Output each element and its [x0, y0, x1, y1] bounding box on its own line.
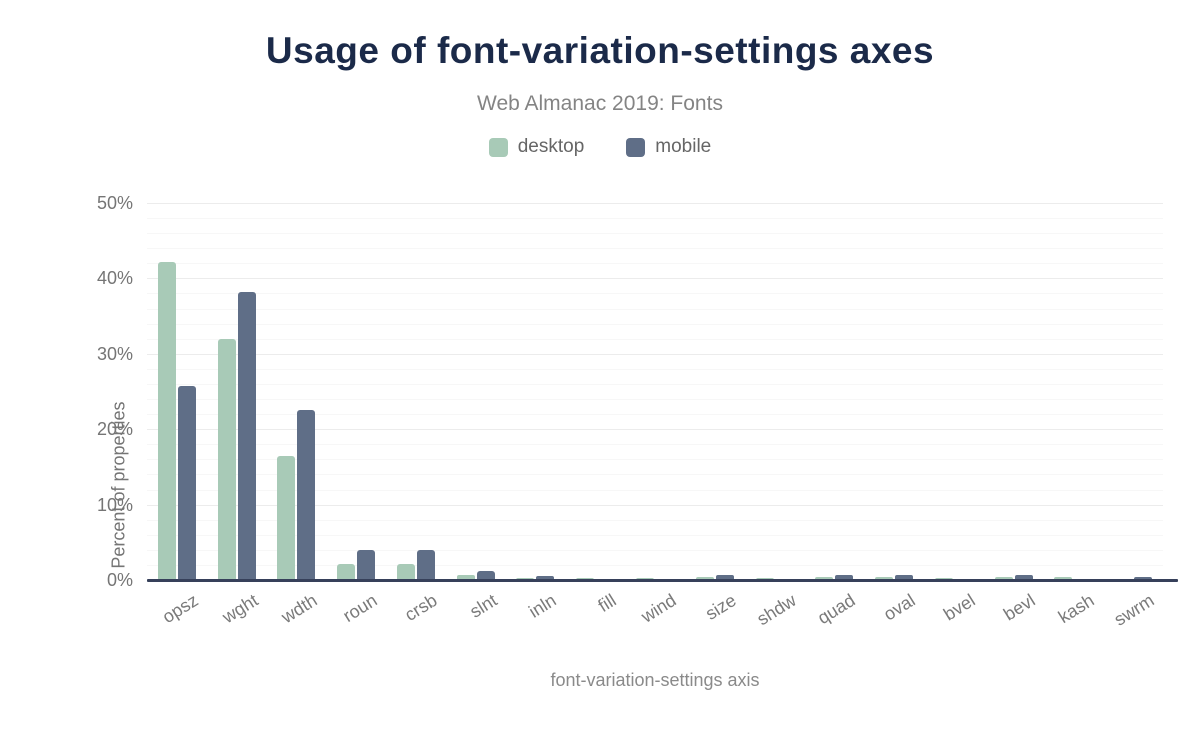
x-tick-label-wght: wght: [218, 590, 262, 628]
minor-gridline: [147, 444, 1163, 446]
bar-desktop-roun[interactable]: [337, 564, 356, 580]
bar-desktop-shdw[interactable]: [755, 577, 774, 580]
x-tick-label-fill: fill: [594, 590, 620, 616]
bar-mobile-slnt[interactable]: [476, 570, 495, 580]
bar-mobile-quad[interactable]: [835, 574, 854, 580]
bar-desktop-wght[interactable]: [217, 339, 236, 580]
y-tick-label: 50%: [96, 193, 133, 213]
bar-desktop-wind[interactable]: [636, 577, 654, 580]
x-tick-label-inln: inln: [525, 590, 561, 622]
y-tick-label: 40%: [96, 268, 133, 289]
legend-label-desktop: desktop: [517, 136, 585, 157]
desktop-swatch-icon: [488, 137, 508, 157]
bar-desktop-bevl[interactable]: [994, 576, 1013, 580]
minor-gridline: [147, 549, 1163, 551]
minor-gridline: [147, 399, 1163, 401]
minor-gridline: [147, 564, 1163, 566]
minor-gridline: [147, 218, 1163, 220]
x-tick-label-shdw: shdw: [752, 590, 800, 630]
x-tick-label-oval: oval: [880, 590, 919, 625]
legend-item-desktop[interactable]: desktop: [488, 136, 585, 158]
x-tick-label-quad: quad: [814, 590, 859, 629]
x-tick-label-bevl: bevl: [999, 590, 1039, 625]
legend-item-mobile[interactable]: mobile: [626, 136, 711, 158]
minor-gridline: [147, 534, 1163, 536]
minor-gridline: [147, 459, 1163, 461]
x-tick-label-crsb: crsb: [401, 590, 441, 625]
bar-desktop-quad[interactable]: [815, 576, 834, 580]
minor-gridline: [147, 474, 1163, 476]
bar-desktop-wdth[interactable]: [277, 456, 296, 580]
y-tick-label: 0%: [106, 570, 133, 590]
minor-gridline: [147, 323, 1163, 325]
x-axis-baseline: [147, 579, 1178, 582]
y-tick-label: 20%: [96, 419, 133, 440]
bar-desktop-slnt[interactable]: [456, 574, 475, 580]
bar-mobile-bevl[interactable]: [1014, 574, 1033, 580]
minor-gridline: [147, 414, 1163, 416]
x-tick-label-swrm: swrm: [1110, 590, 1158, 630]
y-tick-label: 30%: [96, 343, 133, 364]
x-tick-label-size: size: [701, 590, 740, 624]
minor-gridline: [147, 293, 1163, 295]
mobile-swatch-icon: [626, 137, 646, 157]
bar-mobile-wdth[interactable]: [297, 409, 316, 580]
bar-mobile-crsb[interactable]: [416, 549, 435, 580]
minor-gridline: [147, 368, 1163, 370]
bar-desktop-crsb[interactable]: [396, 564, 415, 580]
plot-area: [147, 203, 1163, 580]
x-tick-label-slnt: slnt: [465, 590, 501, 622]
minor-gridline: [147, 308, 1163, 310]
chart-subtitle: Web Almanac 2019: Fonts: [477, 92, 723, 115]
x-tick-label-roun: roun: [339, 590, 381, 627]
minor-gridline: [147, 489, 1163, 491]
bar-desktop-bvel[interactable]: [934, 577, 953, 580]
major-gridline: [147, 278, 1163, 280]
bar-mobile-opsz[interactable]: [177, 386, 196, 580]
x-tick-label-bvel: bvel: [939, 590, 979, 625]
bar-desktop-fill[interactable]: [576, 577, 595, 580]
major-gridline: [147, 429, 1163, 431]
bar-desktop-opsz[interactable]: [157, 261, 176, 580]
x-tick-label-wind: wind: [637, 590, 680, 627]
minor-gridline: [147, 519, 1163, 521]
bar-mobile-inln[interactable]: [536, 576, 555, 580]
bar-mobile-swrm[interactable]: [1134, 576, 1153, 580]
y-tick-label: 10%: [96, 494, 133, 515]
x-tick-label-opsz: opsz: [158, 590, 202, 628]
x-tick-label-wdth: wdth: [278, 590, 322, 628]
bar-desktop-size[interactable]: [695, 576, 714, 580]
bar-mobile-oval[interactable]: [895, 574, 914, 580]
bar-desktop-inln[interactable]: [516, 577, 535, 580]
legend-label-mobile: mobile: [655, 136, 712, 157]
minor-gridline: [147, 383, 1163, 385]
bar-desktop-kash[interactable]: [1054, 576, 1073, 580]
bar-mobile-roun[interactable]: [357, 549, 376, 580]
minor-gridline: [147, 338, 1163, 340]
minor-gridline: [147, 263, 1163, 265]
bar-mobile-wght[interactable]: [237, 291, 256, 580]
x-axis-title: font-variation-settings axis: [550, 670, 760, 690]
chart-title: Usage of font-variation-settings axes: [265, 30, 935, 71]
bar-mobile-size[interactable]: [715, 574, 734, 580]
major-gridline: [147, 353, 1163, 355]
x-tick-label-kash: kash: [1055, 590, 1098, 628]
bar-desktop-oval[interactable]: [875, 576, 894, 580]
minor-gridline: [147, 248, 1163, 250]
major-gridline: [147, 504, 1163, 506]
legend: desktop mobile: [0, 136, 1200, 158]
minor-gridline: [147, 233, 1163, 235]
major-gridline: [147, 203, 1163, 204]
